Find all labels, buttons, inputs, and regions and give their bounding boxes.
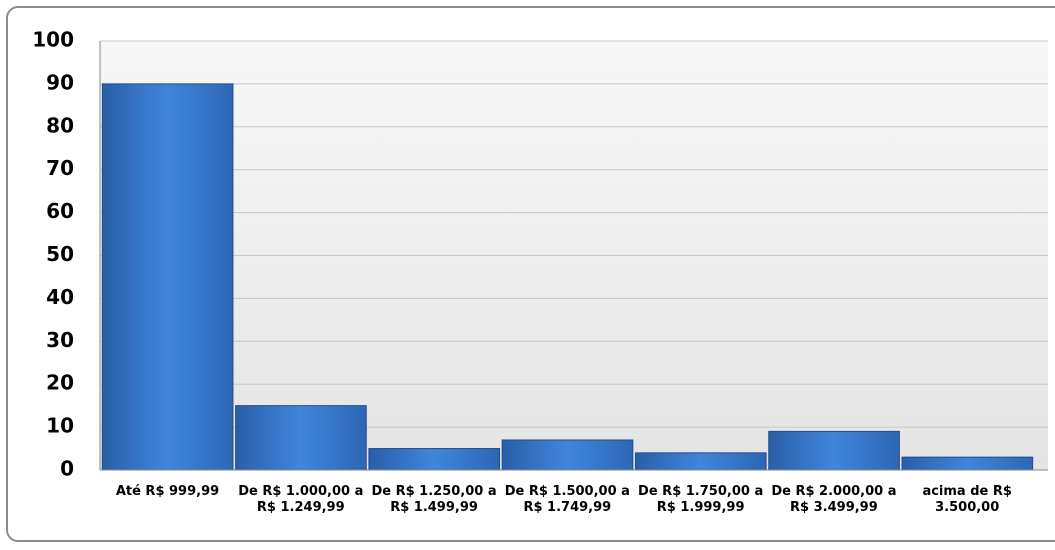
y-tick-label: 30 [46,328,74,352]
bar [101,83,234,471]
y-tick-label: 100 [32,28,74,52]
x-tick-label: De R$ 1.250,00 a R$ 1.499,99 [371,484,497,515]
y-tick-label: 60 [46,199,74,223]
chart-frame [6,6,1055,542]
y-tick-label: 40 [46,285,74,309]
y-tick-label: 70 [46,156,74,180]
x-tick-label: Até R$ 999,99 [115,484,220,499]
y-tick-label: 50 [46,242,74,266]
bar [768,430,900,471]
bar [235,405,367,471]
y-tick-label: 20 [46,371,74,395]
bar [501,439,634,471]
bar [368,448,501,471]
x-tick-label: acima de R$ 3.500,00 [922,484,1012,515]
y-tick-label: 10 [46,414,74,438]
x-tick-label: De R$ 2.000,00 a R$ 3.499,99 [771,484,897,515]
x-tick-label: De R$ 1.000,00 a R$ 1.249,99 [238,484,364,515]
y-tick-label: 90 [46,70,74,94]
bar [901,456,1034,471]
x-tick-label: De R$ 1.750,00 a R$ 1.999,99 [638,484,764,515]
x-tick-label: De R$ 1.500,00 a R$ 1.749,99 [504,484,630,515]
bar [634,452,767,471]
y-tick-label: 80 [46,113,74,137]
y-tick-label: 0 [60,457,74,481]
